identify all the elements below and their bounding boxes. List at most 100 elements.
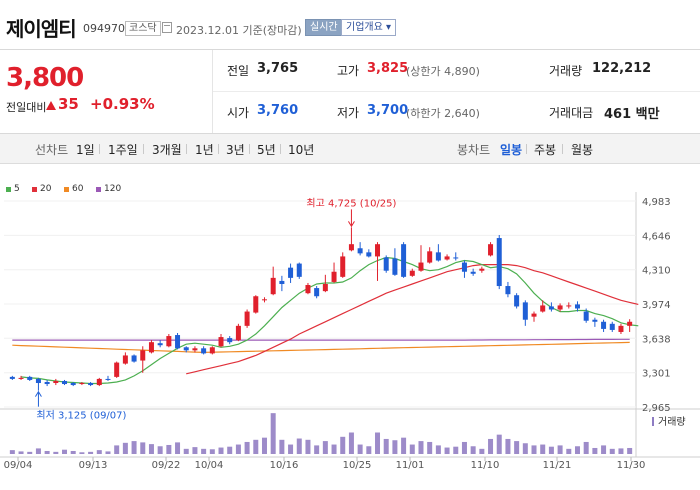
volume-bar bbox=[496, 434, 502, 454]
volume-bar bbox=[322, 441, 328, 454]
candle-body bbox=[453, 257, 459, 259]
volume-bar bbox=[566, 448, 572, 454]
legend-swatch-ma20 bbox=[32, 187, 37, 192]
stock-name: 제이엠티 bbox=[6, 17, 77, 41]
candle-body bbox=[175, 335, 181, 349]
candle-body bbox=[375, 244, 381, 257]
candle-body bbox=[479, 268, 485, 271]
volume-bar bbox=[601, 445, 607, 454]
legend-ma5: 5 bbox=[14, 184, 20, 194]
volume-bar bbox=[461, 441, 467, 454]
company-overview-button[interactable]: 기업개요 ▾ bbox=[341, 19, 396, 36]
y-tick-label: 4,646 bbox=[642, 231, 671, 242]
volume-bar bbox=[183, 448, 189, 454]
tab-10y[interactable]: 10년 bbox=[288, 143, 315, 157]
candle-body bbox=[148, 342, 154, 353]
low-value: 3,700 bbox=[367, 103, 409, 118]
candle-body bbox=[357, 248, 363, 254]
stock-code: 094970 bbox=[83, 22, 125, 35]
volume-bar bbox=[253, 439, 259, 454]
candle-body bbox=[183, 347, 189, 351]
stock-header: 제이엠티 094970 코스닥 2023.12.01 기준(장마감) 실시간 기… bbox=[0, 0, 700, 50]
ma60-line bbox=[12, 341, 630, 354]
volume-bar bbox=[427, 441, 433, 454]
candle-body bbox=[62, 380, 68, 385]
x-tick-label: 09/22 bbox=[152, 460, 181, 471]
candle-body bbox=[44, 381, 50, 385]
y-tick-label: 3,974 bbox=[642, 300, 671, 311]
low-label: 저가 bbox=[337, 106, 360, 120]
volume-label: 거래량 bbox=[658, 416, 686, 428]
ma20-line bbox=[186, 264, 639, 375]
amount-label: 거래대금 bbox=[549, 106, 594, 120]
x-tick-label: 10/16 bbox=[270, 460, 299, 471]
candle-body bbox=[392, 258, 398, 275]
tab-1d[interactable]: 1일 bbox=[76, 143, 95, 157]
candle-body bbox=[401, 244, 407, 277]
open-value: 3,760 bbox=[257, 103, 299, 118]
volume-bar bbox=[470, 446, 476, 454]
up-triangle-icon bbox=[46, 101, 56, 110]
candle-body bbox=[322, 283, 328, 292]
volume-bar bbox=[122, 442, 128, 454]
period-tab-bar: 선차트 1일 1주일 3개월 1년 3년 5년 10년 봉차트 일봉 주봉 월봉 bbox=[0, 134, 700, 164]
volume-bar bbox=[148, 444, 154, 454]
volume-bar bbox=[574, 446, 580, 454]
tab-5y[interactable]: 5년 bbox=[257, 143, 276, 157]
candle-body bbox=[244, 311, 250, 326]
tab-3m[interactable]: 3개월 bbox=[152, 143, 182, 157]
candle-body bbox=[548, 306, 554, 310]
volume-value: 122,212 bbox=[592, 61, 652, 76]
price-summary: 3,800 전일대비 35 +0.93% 전일 3,765 고가 3,825 (… bbox=[0, 50, 700, 134]
volume-bar bbox=[131, 441, 137, 454]
tab-daily[interactable]: 일봉 bbox=[500, 143, 523, 157]
y-tick-label: 3,301 bbox=[642, 369, 671, 380]
volume-bar bbox=[244, 441, 250, 454]
candle-body bbox=[583, 311, 589, 321]
candle-body bbox=[253, 296, 259, 313]
candle-body bbox=[366, 252, 372, 257]
tab-weekly[interactable]: 주봉 bbox=[534, 143, 557, 157]
candle-body bbox=[9, 376, 15, 379]
volume-bar bbox=[140, 442, 146, 454]
volume-label: 거래량 bbox=[549, 64, 583, 78]
tab-monthly[interactable]: 월봉 bbox=[571, 143, 594, 157]
high-value: 3,825 bbox=[367, 61, 409, 76]
realtime-button[interactable]: 실시간 bbox=[305, 19, 343, 36]
volume-bar bbox=[53, 451, 59, 454]
y-tick-label: 2,965 bbox=[642, 403, 671, 414]
candle-body bbox=[88, 383, 94, 386]
candle-body bbox=[618, 325, 624, 332]
candle-body bbox=[444, 256, 450, 260]
candle-body bbox=[514, 295, 520, 307]
candle-body bbox=[522, 302, 528, 320]
volume-bar bbox=[96, 450, 102, 454]
candle-body bbox=[18, 377, 24, 379]
volume-bar bbox=[218, 447, 224, 454]
volume-bar bbox=[609, 448, 615, 454]
candle-body bbox=[288, 267, 294, 278]
tab-3y[interactable]: 3년 bbox=[226, 143, 245, 157]
tab-1y[interactable]: 1년 bbox=[195, 143, 214, 157]
calendar-icon bbox=[162, 22, 172, 33]
candle-body bbox=[331, 271, 337, 282]
candle-body bbox=[270, 277, 276, 295]
volume-bar bbox=[44, 450, 50, 454]
legend-swatch-ma120 bbox=[96, 187, 101, 192]
tab-1w[interactable]: 1주일 bbox=[108, 143, 138, 157]
candle-body bbox=[470, 271, 476, 274]
prev-close-label: 전일 bbox=[227, 64, 250, 78]
candle-body bbox=[201, 348, 207, 354]
volume-bar bbox=[418, 441, 424, 454]
candle-body bbox=[540, 305, 546, 312]
stock-chart[interactable]: 4,983 4,646 4,310 3,974 3,638 3,301 2,965 09/04… bbox=[0, 164, 700, 490]
volume-bar bbox=[375, 432, 381, 454]
candle-body bbox=[409, 270, 415, 276]
candle-body bbox=[418, 262, 424, 271]
candle-body bbox=[235, 325, 241, 341]
volume-bar bbox=[366, 446, 372, 454]
volume-bar bbox=[583, 441, 589, 454]
volume-bar bbox=[627, 447, 633, 454]
volume-bar bbox=[505, 438, 511, 454]
volume-bar bbox=[557, 445, 563, 454]
